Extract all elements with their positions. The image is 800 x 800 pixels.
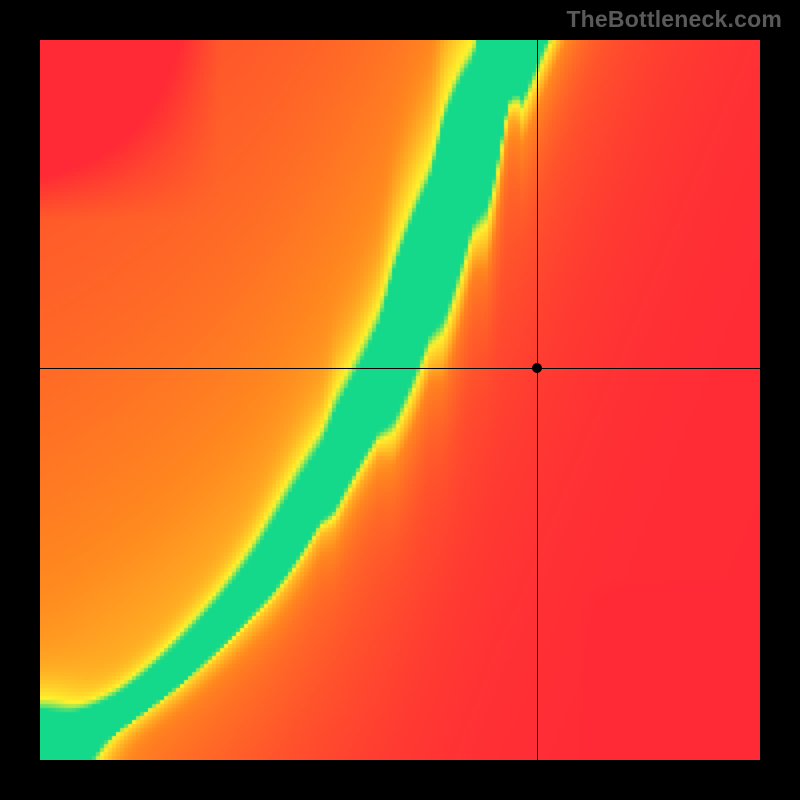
crosshair-marker [532, 363, 542, 373]
chart-container: TheBottleneck.com [0, 0, 800, 800]
plot-area [40, 40, 760, 760]
crosshair-vertical [537, 40, 538, 760]
crosshair-horizontal [40, 368, 760, 369]
heatmap-canvas [40, 40, 760, 760]
watermark-text: TheBottleneck.com [566, 6, 782, 33]
